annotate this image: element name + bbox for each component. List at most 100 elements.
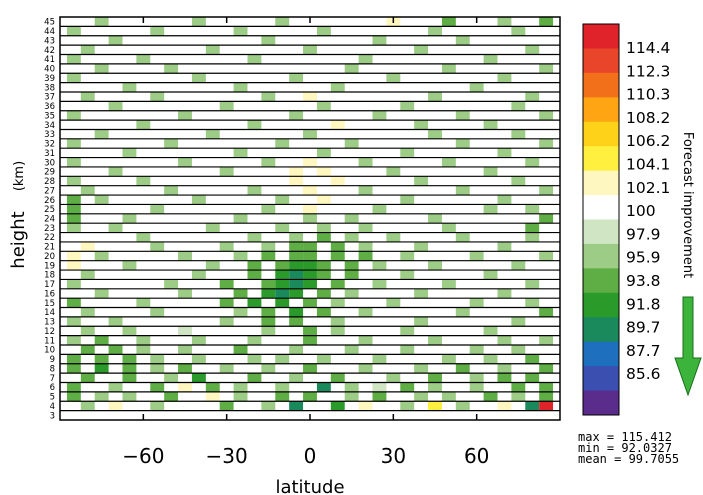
heatmap-cell [344, 288, 359, 299]
heatmap-cell [525, 45, 540, 55]
heatmap-cell [469, 345, 484, 355]
colorbar-tick-label: 100 [626, 202, 656, 220]
heatmap-cell [358, 363, 373, 374]
heatmap-cell [316, 232, 331, 242]
heatmap-cell [261, 157, 276, 167]
y-tick-label: 22 [44, 233, 55, 243]
colorbar-segment [583, 48, 619, 74]
heatmap-cell [303, 45, 317, 55]
heatmap-cell [80, 345, 95, 355]
colorbar-frame [582, 23, 620, 416]
heatmap-cell [122, 373, 137, 383]
heatmap-cell [316, 401, 331, 411]
heatmap-cell [66, 157, 81, 167]
heatmap-cell [275, 288, 290, 299]
heatmap-cell [455, 307, 470, 317]
heatmap-cell [80, 307, 95, 317]
colorbar-segment [583, 97, 619, 123]
heatmap-cell [303, 260, 317, 271]
heatmap-cell [414, 316, 429, 327]
colorbar-segment [583, 195, 619, 220]
heatmap-cell [330, 316, 345, 327]
heatmap-cell [94, 17, 109, 27]
colorbar-tick-label: 110.3 [626, 86, 670, 104]
colorbar-tick-label: 95.9 [626, 249, 661, 267]
heatmap-cell [205, 260, 220, 271]
heatmap-cell [191, 17, 206, 27]
heatmap-cell [303, 391, 317, 402]
heatmap-cell [289, 110, 304, 121]
colorbar-tick-label: 112.3 [626, 62, 670, 80]
heatmap-cell [330, 241, 345, 252]
heatmap-cell [233, 82, 248, 92]
y-tick-label: 34 [44, 121, 55, 131]
heatmap-cell [469, 382, 484, 392]
heatmap-cell [525, 223, 540, 233]
x-tick-label: −30 [206, 444, 248, 468]
heatmap-cell [261, 288, 276, 299]
heatmap-cell [80, 241, 95, 252]
heatmap-cell [261, 35, 276, 46]
y-tick-label: 20 [44, 252, 55, 262]
heatmap-cell [511, 129, 526, 139]
heatmap-cell [122, 363, 137, 374]
heatmap-cell [205, 45, 220, 55]
x-tick-label: −60 [122, 444, 164, 468]
heatmap-cell [247, 120, 262, 130]
heatmap-cell [497, 195, 512, 205]
heatmap-cell [455, 110, 470, 121]
y-tick-label: 13 [44, 318, 55, 328]
heatmap-cell [330, 373, 345, 383]
y-tick-label: 15 [44, 299, 55, 309]
heatmap-cell [150, 401, 165, 411]
y-tick-label: 33 [44, 130, 55, 140]
heatmap-cell [386, 298, 401, 308]
heatmap-cell [386, 166, 401, 177]
colorbar-segment [583, 24, 619, 49]
heatmap-cell [372, 354, 387, 364]
heatmap-cell [511, 260, 526, 271]
heatmap-cell [525, 279, 540, 289]
heatmap-cell [539, 17, 554, 27]
heatmap-cell [539, 251, 554, 261]
heatmap-cell [400, 148, 415, 158]
heatmap-cell [178, 345, 192, 355]
heatmap-cell [66, 363, 81, 374]
heatmap-cell [275, 223, 290, 233]
heatmap-cell [205, 382, 220, 392]
heatmap-cell [469, 251, 484, 261]
heatmap-cell [511, 391, 526, 402]
heatmap-cell [122, 326, 137, 336]
heatmap-cell [539, 138, 554, 149]
heatmap-cell [122, 391, 137, 402]
heatmap-cell [414, 391, 429, 402]
heatmap-cell [511, 316, 526, 327]
heatmap-cell [233, 391, 248, 402]
heatmap-cell [344, 260, 359, 271]
heatmap-cell [483, 120, 498, 130]
heatmap-cell [303, 251, 317, 261]
heatmap-cell [80, 401, 95, 411]
x-tick-label: 30 [381, 444, 406, 468]
y-axis-unit: (km) [12, 161, 27, 191]
heatmap-cell [497, 288, 512, 299]
heatmap-cell [455, 232, 470, 242]
heatmap-cell [94, 195, 109, 205]
heatmap-cell [289, 166, 304, 177]
heatmap-cell [455, 138, 470, 149]
heatmap-cell [108, 401, 123, 411]
heatmap-cell [275, 138, 290, 149]
heatmap-cell [191, 373, 206, 383]
colorbar-tick-labels: 114.4 112.3 110.3 108.2 106.2 104.1 102.1 100 97… [626, 39, 670, 383]
heatmap-cell [247, 335, 262, 346]
y-tick-label: 43 [44, 36, 55, 46]
x-tick-label: 0 [304, 444, 317, 468]
heatmap-cell [66, 213, 81, 224]
heatmap-cell [66, 232, 81, 242]
heatmap-cell [372, 279, 387, 289]
heatmap-cell [400, 326, 415, 336]
heatmap-cell [511, 26, 526, 36]
heatmap-cell [66, 391, 81, 402]
heatmap-cell [178, 157, 192, 167]
heatmap-cell [441, 157, 456, 167]
